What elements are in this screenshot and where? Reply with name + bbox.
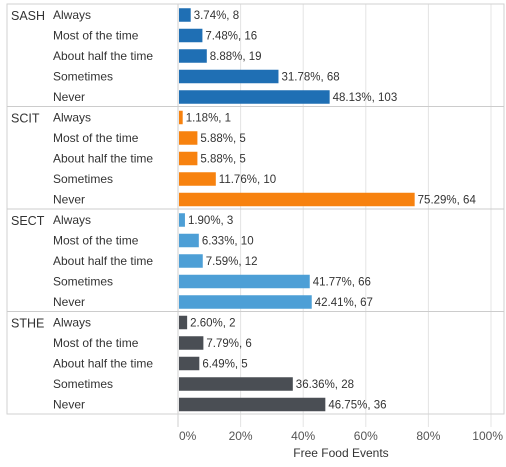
bar: [179, 8, 191, 22]
data-label: 7.79%, 6: [206, 338, 251, 350]
x-tick-label: 20%: [229, 429, 253, 443]
bar: [179, 295, 312, 309]
category-label: Never: [53, 90, 85, 104]
category-label: Most of the time: [53, 131, 139, 145]
category-label: Always: [53, 213, 91, 227]
data-label: 6.33%, 10: [202, 236, 254, 248]
category-label: Sometimes: [53, 275, 113, 289]
category-label: About half the time: [53, 152, 153, 166]
data-label: 31.78%, 68: [281, 72, 339, 84]
category-label: Sometimes: [53, 172, 113, 186]
category-label: Most of the time: [53, 336, 139, 350]
category-label: About half the time: [53, 49, 153, 63]
group-label: SASH: [11, 9, 45, 23]
bar: [179, 254, 203, 268]
category-label: Sometimes: [53, 377, 113, 391]
bar: [179, 172, 216, 186]
x-axis-title: Free Food Events: [293, 446, 388, 460]
data-label: 2.60%, 2: [190, 318, 235, 330]
data-label: 5.88%, 5: [200, 154, 245, 166]
category-label: Always: [53, 316, 91, 330]
data-label: 3.74%, 8: [194, 10, 239, 22]
category-label: Sometimes: [53, 70, 113, 84]
data-label: 7.48%, 16: [205, 31, 257, 43]
bar: [179, 315, 188, 330]
data-label: 1.18%, 1: [186, 113, 231, 125]
bar: [179, 110, 183, 125]
data-label: 6.49%, 5: [202, 359, 247, 371]
bar: [179, 356, 200, 371]
x-tick-label: 0%: [179, 429, 197, 443]
x-tick-label: 100%: [472, 429, 503, 443]
data-label: 41.77%, 66: [313, 277, 371, 289]
bar: [179, 49, 207, 63]
category-label: About half the time: [53, 254, 153, 268]
category-label: Most of the time: [53, 29, 139, 43]
bar: [179, 213, 185, 227]
group-label: STHE: [11, 317, 44, 331]
category-label: Most of the time: [53, 234, 139, 248]
data-label: 1.90%, 3: [188, 215, 233, 227]
data-label: 75.29%, 64: [418, 195, 477, 207]
x-tick-label: 60%: [354, 429, 378, 443]
bars-layer: SASH Always 3.74%, 8 Most of the time 7.48%,…: [11, 8, 476, 412]
bar: [179, 274, 310, 289]
group-label: SECT: [11, 214, 45, 228]
category-label: Never: [53, 193, 85, 207]
group-label: SCIT: [11, 112, 40, 126]
category-label: Always: [53, 111, 91, 125]
category-label: About half the time: [53, 357, 153, 371]
bar: [179, 192, 415, 207]
data-label: 11.76%, 10: [219, 174, 276, 186]
category-label: Always: [53, 8, 91, 22]
data-label: 42.41%, 67: [315, 297, 373, 309]
bar: [179, 397, 326, 412]
category-label: Never: [53, 295, 85, 309]
grid-layer: [240, 4, 492, 427]
data-label: 46.75%, 36: [328, 400, 386, 412]
category-label: Never: [53, 398, 85, 412]
bar: [179, 131, 198, 145]
bar: [179, 69, 279, 84]
data-label: 48.13%, 103: [333, 92, 398, 104]
bar: [179, 233, 199, 248]
data-label: 36.36%, 28: [296, 379, 354, 391]
bar: [179, 336, 204, 350]
data-label: 8.88%, 19: [210, 51, 262, 63]
bar: [179, 28, 203, 43]
x-tick-label: 40%: [291, 429, 315, 443]
frame-layer: [6, 3, 505, 427]
x-axis: 0% 20% 40% 60% 80% 100%: [179, 429, 503, 443]
bar: [179, 377, 293, 391]
bar: [179, 90, 330, 104]
data-label: 7.59%, 12: [206, 256, 258, 268]
data-label: 5.88%, 5: [200, 133, 245, 145]
x-tick-label: 80%: [416, 429, 440, 443]
bar: [179, 151, 198, 166]
